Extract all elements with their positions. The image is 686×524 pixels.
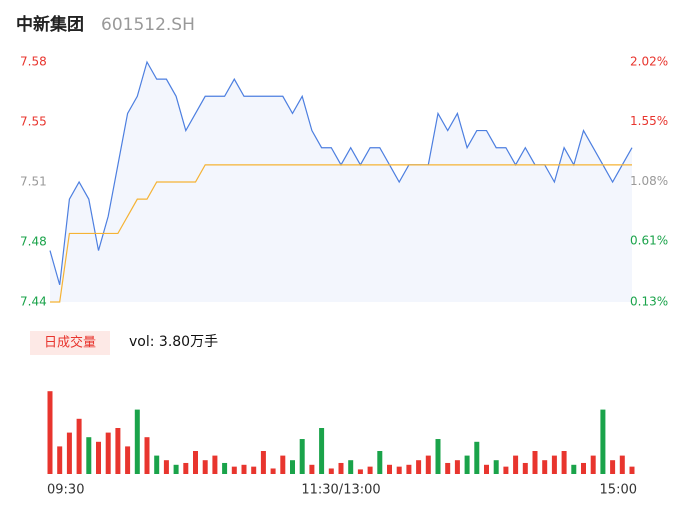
volume-bar <box>425 455 431 474</box>
volume-bar <box>251 466 257 474</box>
volume-bar <box>454 460 460 474</box>
volume-bar <box>629 466 635 474</box>
volume-bar <box>484 464 489 474</box>
volume-bar <box>435 439 441 474</box>
volume-bar <box>309 464 315 474</box>
stock-code: 601512.SH <box>101 15 195 35</box>
volume-bar <box>202 460 208 474</box>
volume-bar <box>290 460 295 474</box>
volume-bar <box>134 409 140 474</box>
volume-bar <box>154 455 160 474</box>
volume-bar <box>319 428 325 474</box>
volume-bar <box>66 432 72 474</box>
y-tick-label: 7.44 <box>20 295 47 309</box>
y-tick-label: 7.58 <box>20 55 47 69</box>
volume-bar <box>280 455 286 474</box>
volume-bar <box>115 428 121 474</box>
price-area <box>50 62 632 302</box>
y2-tick-label: 2.02% <box>630 55 668 69</box>
volume-bar <box>474 441 480 474</box>
volume-bar <box>222 462 228 474</box>
volume-bar <box>144 437 150 474</box>
volume-bar <box>581 462 586 474</box>
y2-tick-label: 1.55% <box>630 114 668 128</box>
y2-tick-label: 1.08% <box>630 174 668 188</box>
volume-bar <box>183 462 189 474</box>
volume-bar <box>387 464 392 474</box>
volume-bar <box>532 451 538 474</box>
volume-bar <box>367 466 373 474</box>
volume-bar <box>193 451 198 474</box>
volume-bar <box>619 455 625 474</box>
y-tick-label: 7.51 <box>20 175 47 189</box>
volume-bar <box>445 462 451 474</box>
volume-bar <box>590 455 596 474</box>
volume-legend: 日成交量 <box>44 335 96 351</box>
volume-legend-box <box>30 331 110 355</box>
volume-bar <box>241 464 247 474</box>
volume-bar <box>348 460 354 474</box>
volume-bar <box>406 464 412 474</box>
volume-bar <box>173 464 179 474</box>
volume-bar <box>571 464 577 474</box>
volume-bar <box>57 446 63 474</box>
volume-bar <box>47 391 53 474</box>
volume-bar <box>464 455 470 474</box>
volume-bar <box>610 460 616 474</box>
volume-bar <box>503 466 509 474</box>
volume-bar <box>125 446 131 474</box>
volume-bar <box>231 466 237 474</box>
average-line <box>50 164 632 303</box>
volume-bar <box>328 468 334 474</box>
volume-bar <box>522 462 528 474</box>
volume-bar <box>551 455 557 474</box>
volume-bar <box>493 460 499 474</box>
volume-bar <box>600 409 606 474</box>
x-tick-label: 09:30 <box>47 483 84 498</box>
volume-bar <box>105 432 111 474</box>
stock-name: 中新集团 <box>16 14 84 35</box>
volume-bar <box>561 451 567 474</box>
volume-bar <box>299 439 305 474</box>
volume-bar <box>542 460 548 474</box>
volume-summary: vol: 3.80万手 <box>129 334 218 350</box>
volume-bar <box>357 469 363 474</box>
volume-bar <box>163 460 169 474</box>
volume-bar <box>260 451 266 474</box>
volume-bar <box>513 455 519 474</box>
volume-bar <box>212 455 218 474</box>
y2-tick-label: 0.61% <box>630 234 668 248</box>
y-tick-label: 7.55 <box>20 115 47 129</box>
volume-bar <box>416 460 422 474</box>
y2-tick-label: 0.13% <box>630 295 668 309</box>
y-tick-label: 7.48 <box>20 235 47 249</box>
volume-bar <box>86 437 92 474</box>
x-tick-label: 15:00 <box>600 483 637 498</box>
volume-bar <box>96 441 101 474</box>
volume-bar <box>76 418 82 474</box>
volume-bar <box>338 462 344 474</box>
volume-bar <box>377 451 383 474</box>
x-tick-label: 11:30/13:00 <box>301 483 380 498</box>
volume-bar <box>396 466 402 474</box>
volume-bar <box>270 468 276 474</box>
